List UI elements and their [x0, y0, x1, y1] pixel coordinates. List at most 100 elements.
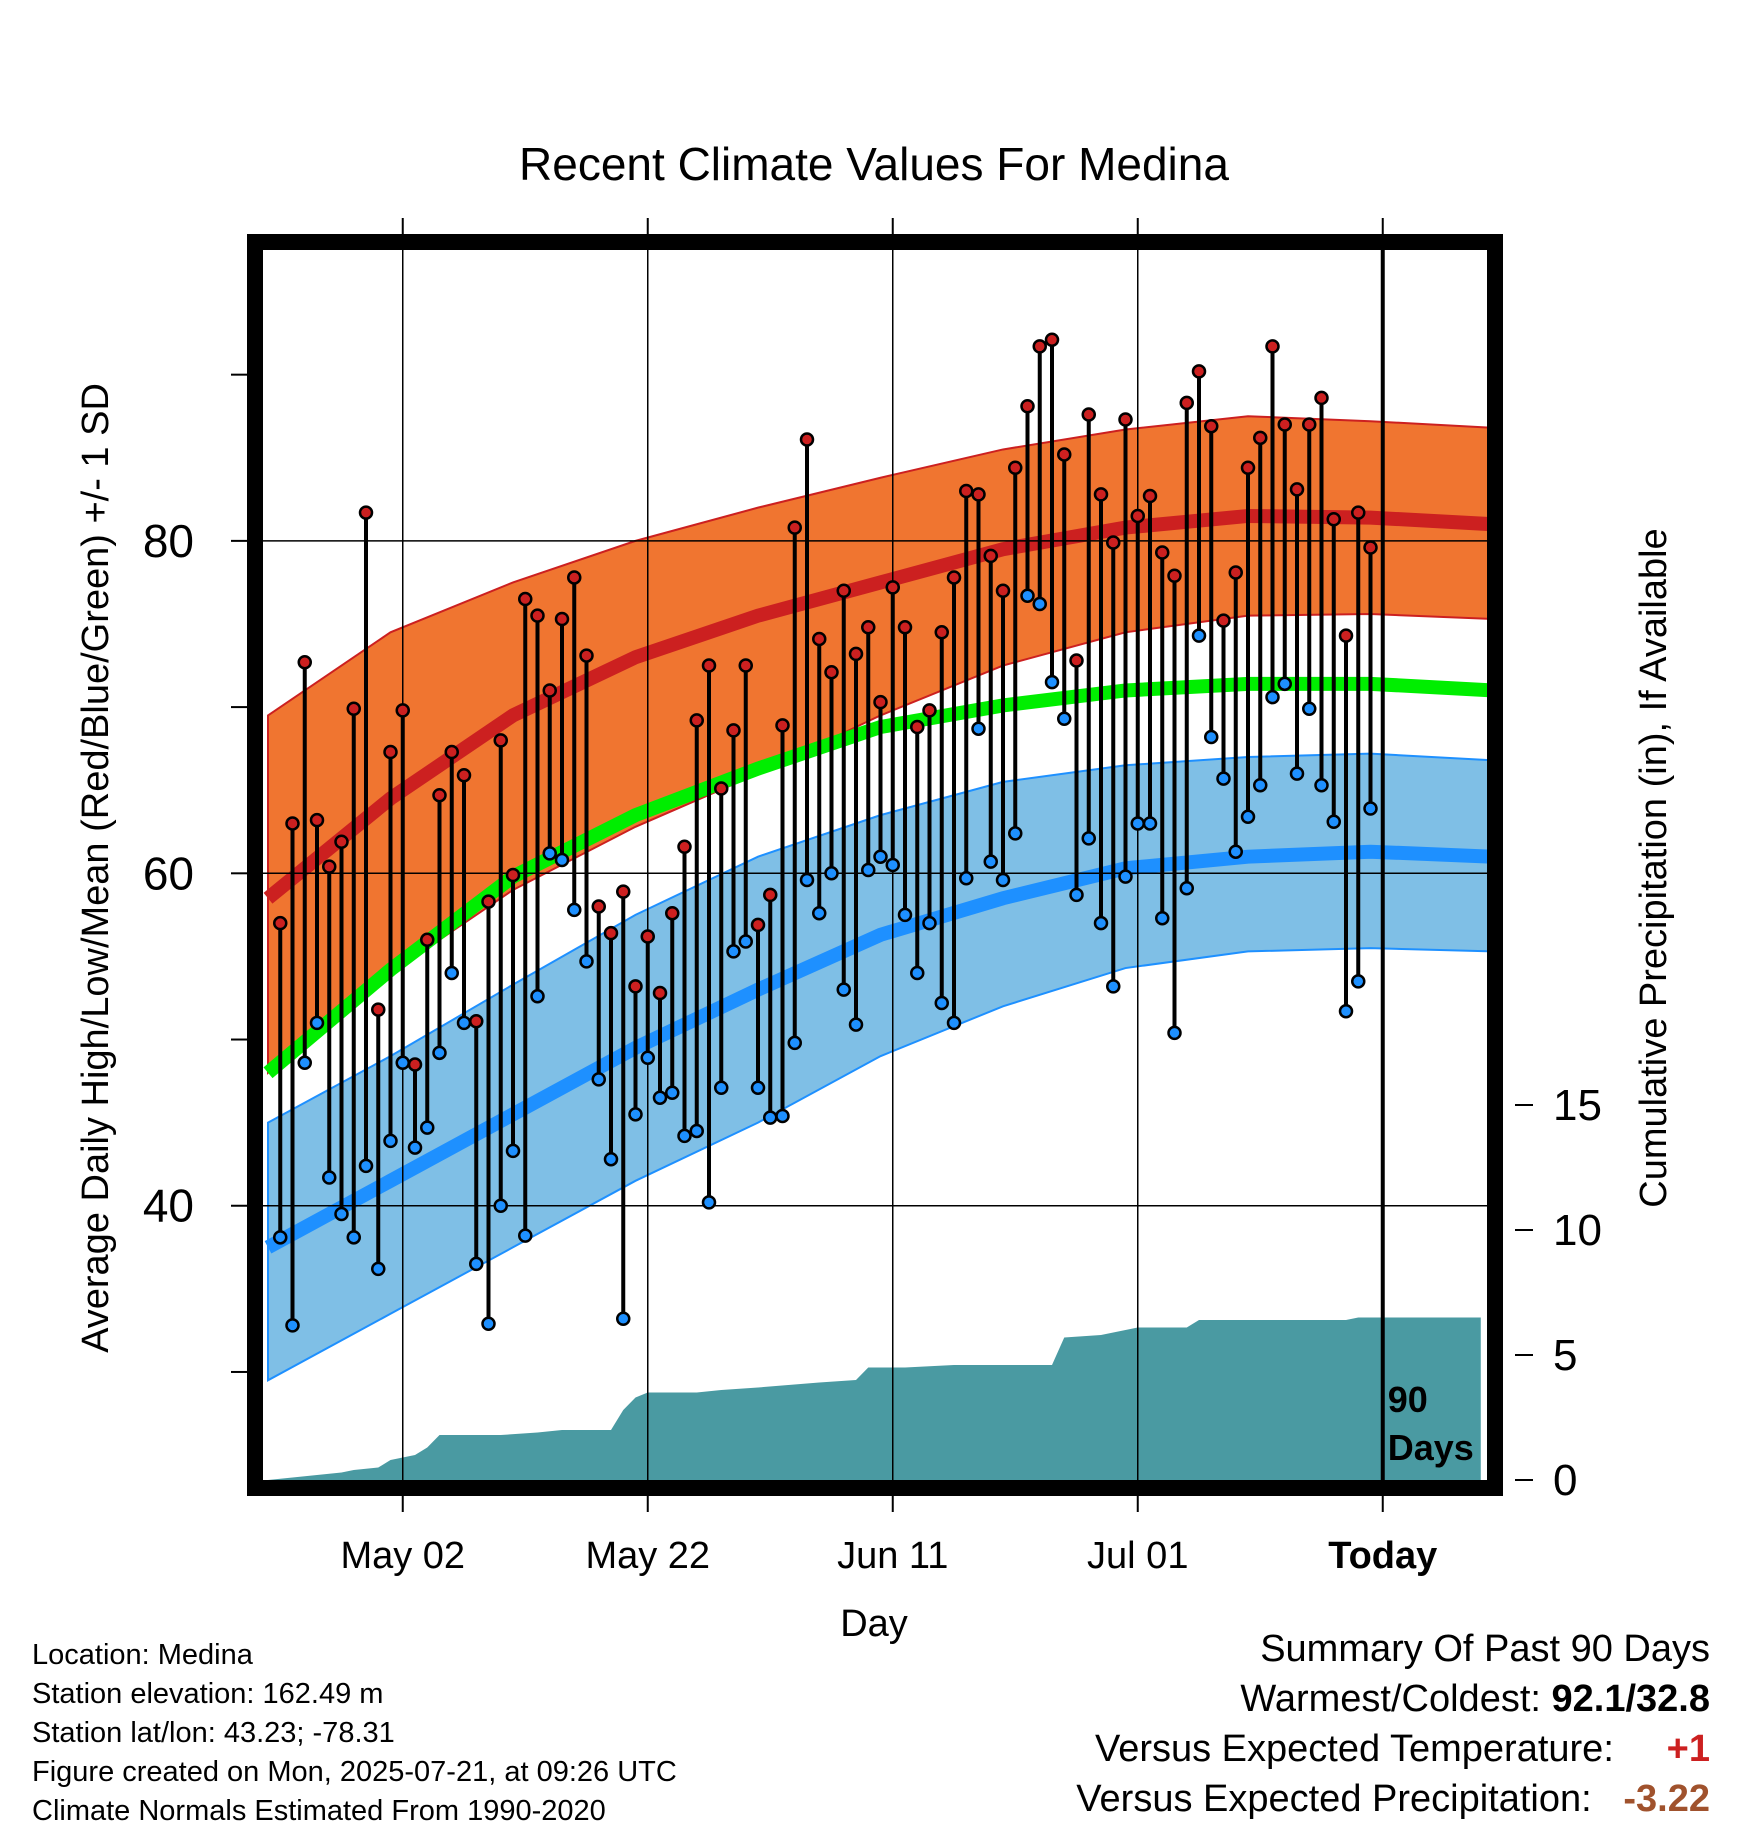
- daily-low-point: [1093, 915, 1109, 931]
- created-text: Figure created on Mon, 2025-07-21, at 09…: [32, 1756, 677, 1788]
- precip-tick-label: 5: [1553, 1331, 1577, 1380]
- daily-high-point: [910, 719, 925, 735]
- daily-low-point: [542, 846, 557, 861]
- daily-high-point: [971, 487, 986, 502]
- daily-low-point: [946, 1015, 962, 1031]
- daily-high-point: [1326, 512, 1341, 527]
- daily-low-point: [579, 954, 594, 969]
- daily-high-point: [1204, 418, 1219, 434]
- summary-precipitation: Versus Expected Precipitation: -3.22: [1076, 1778, 1710, 1821]
- daily-low-point: [297, 1055, 312, 1071]
- daily-low-point: [395, 1055, 410, 1071]
- daily-low-point: [518, 1228, 533, 1243]
- daily-low-point: [1204, 729, 1219, 745]
- daily-high-point: [322, 859, 337, 874]
- daily-high-point: [1277, 417, 1292, 432]
- daily-low-point: [628, 1107, 643, 1122]
- latlon-text: Station lat/lon: 43.23; -78.31: [32, 1717, 395, 1749]
- daily-high-point: [395, 703, 410, 718]
- low-sd-band: [267, 752, 1487, 1382]
- y-tick-label: 80: [143, 515, 194, 567]
- daily-high-point: [297, 654, 312, 670]
- daily-low-point: [812, 905, 827, 921]
- daily-low-point: [1020, 588, 1035, 603]
- today-count-label: 90: [1388, 1379, 1428, 1420]
- daily-high-point: [383, 744, 398, 760]
- daily-high-point: [763, 887, 778, 903]
- y-tick-label: 40: [143, 1180, 194, 1232]
- daily-high-point: [824, 664, 839, 680]
- plot-frame: [247, 234, 1503, 1496]
- daily-high-point: [714, 781, 729, 796]
- daily-low-point: [836, 982, 851, 997]
- daily-low-point: [1130, 816, 1145, 831]
- daily-low-point: [738, 934, 753, 949]
- daily-low-point: [1277, 676, 1292, 692]
- daily-high-point: [1008, 460, 1023, 475]
- daily-high-point: [689, 713, 704, 728]
- daily-high-point: [726, 723, 741, 738]
- daily-low-point: [309, 1015, 325, 1031]
- daily-high-point: [1069, 653, 1084, 668]
- precip-tick-label: 15: [1553, 1081, 1602, 1130]
- precip-tick-label: 0: [1553, 1456, 1577, 1505]
- daily-high-point: [567, 570, 582, 585]
- temp-label: Versus Expected Temperature:: [1094, 1728, 1614, 1770]
- daily-low-point: [567, 902, 582, 918]
- daily-low-point: [616, 1311, 631, 1327]
- daily-high-point: [750, 917, 766, 933]
- daily-high-point: [1302, 417, 1317, 432]
- x-axis-label: Day: [840, 1603, 908, 1645]
- daily-low-point: [861, 862, 876, 878]
- daily-high-point: [701, 658, 717, 673]
- daily-low-point: [1032, 596, 1047, 612]
- daily-high-point: [1216, 613, 1231, 628]
- precip-value: -3.22: [1623, 1778, 1710, 1820]
- daily-low-point: [934, 995, 949, 1011]
- daily-low-point: [1081, 831, 1096, 846]
- summary-heading: Summary Of Past 90 Days: [1260, 1628, 1710, 1670]
- daily-low-point: [775, 1108, 790, 1124]
- daily-low-point: [983, 854, 998, 869]
- daily-high-point: [873, 694, 888, 710]
- daily-high-point: [1167, 568, 1182, 584]
- daily-low-point: [922, 915, 937, 931]
- daily-low-point: [848, 1017, 864, 1032]
- daily-high-point: [640, 929, 655, 944]
- daily-low-point: [995, 872, 1011, 888]
- daily-high-point: [469, 1013, 484, 1029]
- daily-low-point: [1314, 777, 1329, 793]
- daily-low-point: [787, 1035, 802, 1051]
- daily-low-point: [1008, 826, 1023, 841]
- daily-high-point: [346, 701, 361, 717]
- daily-high-point: [885, 580, 900, 595]
- daily-low-point: [652, 1090, 668, 1105]
- daily-low-point: [1240, 809, 1256, 825]
- normal-low-line: [264, 844, 1487, 1254]
- daily-high-point: [1142, 488, 1158, 504]
- daily-high-point: [493, 733, 508, 748]
- normals-text: Climate Normals Estimated From 1990-2020: [32, 1795, 606, 1827]
- daily-high-point: [1155, 545, 1170, 560]
- daily-low-point: [763, 1110, 778, 1125]
- daily-high-point: [995, 583, 1011, 598]
- daily-high-point: [946, 570, 962, 585]
- precip-area: [268, 1317, 1481, 1480]
- daily-high-point: [1253, 430, 1268, 446]
- daily-high-point: [273, 915, 288, 931]
- daily-low-point: [726, 944, 741, 959]
- daily-high-point: [1191, 364, 1207, 379]
- daily-high-point: [652, 985, 668, 1001]
- daily-low-point: [334, 1206, 349, 1222]
- plot-area: 90 Days May 02 May 22 Jun 11 Jul 01 Today 40 60 8…: [143, 218, 1602, 1577]
- location-text: Location: Medina: [32, 1639, 253, 1671]
- daily-high-point: [603, 925, 619, 941]
- daily-low-point: [1118, 869, 1133, 884]
- summary-temperature: Versus Expected Temperature: +1: [1095, 1728, 1710, 1771]
- daily-high-point: [334, 834, 349, 849]
- daily-high-point: [1020, 398, 1035, 414]
- today-days-label: Days: [1388, 1427, 1474, 1468]
- precip-tick-label: 10: [1553, 1206, 1602, 1255]
- precip-label: Versus Expected Precipitation:: [1076, 1778, 1592, 1820]
